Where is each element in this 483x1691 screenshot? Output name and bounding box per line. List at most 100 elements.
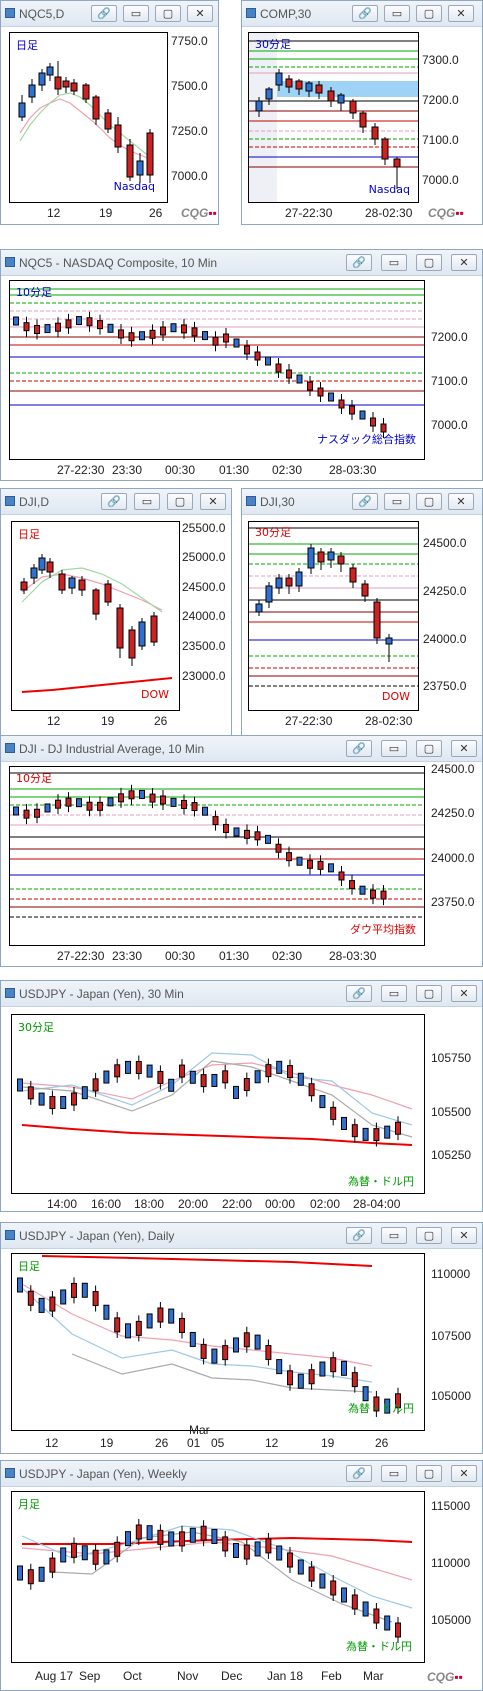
link-button[interactable]: 🔗 — [101, 493, 127, 510]
candle-body — [76, 316, 82, 326]
maximize-button[interactable]: ▢ — [416, 5, 442, 22]
close-button[interactable]: ✕ — [451, 1227, 477, 1244]
link-button[interactable]: 🔗 — [352, 5, 378, 22]
candle-body — [38, 1566, 45, 1582]
x-tick: 14:00 — [47, 1197, 78, 1211]
title-bar[interactable]: USDJPY - Japan (Yen), Daily 🔗 ▭ ▢ ✕ — [1, 1223, 482, 1249]
candle-body — [17, 1565, 23, 1581]
candle-body — [34, 325, 40, 335]
maximize-button[interactable]: ▢ — [416, 254, 442, 271]
candle-body — [233, 1542, 239, 1558]
frame-label: 30分足 — [255, 38, 291, 51]
candle-body — [211, 1348, 218, 1364]
candle-body — [265, 1538, 272, 1554]
chart-area[interactable]: 日足 為替・ドル円 — [11, 1253, 425, 1431]
minimize-button[interactable]: ▭ — [134, 493, 160, 510]
window-title: USDJPY - Japan (Yen), Daily — [19, 1229, 175, 1243]
chart-area[interactable]: 30分足 Nasdaq — [248, 32, 419, 203]
candle-body — [49, 1096, 56, 1110]
maximize-button[interactable]: ▢ — [155, 5, 181, 22]
x-tick: 19 — [321, 1436, 335, 1450]
candlestick-chart — [20, 554, 173, 693]
close-button[interactable]: ✕ — [187, 5, 213, 22]
close-button[interactable]: ✕ — [451, 254, 477, 271]
maximize-button[interactable]: ▢ — [416, 1227, 442, 1244]
close-button[interactable]: ✕ — [448, 493, 474, 510]
candle-body — [191, 327, 198, 337]
y-tick: 24000.0 — [182, 609, 226, 623]
y-tick: 105250 — [431, 1148, 472, 1162]
maximize-button[interactable]: ▢ — [416, 1465, 442, 1482]
link-button[interactable]: 🔗 — [346, 1227, 372, 1244]
x-tick: 12 — [47, 206, 61, 220]
instrument-label: DOW — [381, 690, 410, 703]
title-bar[interactable]: NQC5,D 🔗 ▭ ▢ ✕ — [1, 1, 218, 27]
minimize-button[interactable]: ▭ — [381, 254, 407, 271]
chart-window-icon — [5, 743, 15, 753]
link-button[interactable]: 🔗 — [346, 1465, 372, 1482]
link-button[interactable]: 🔗 — [352, 493, 378, 510]
candle-body — [97, 320, 103, 330]
candle-body — [395, 1393, 401, 1409]
candle-body — [341, 1116, 347, 1130]
maximize-button[interactable]: ▢ — [416, 740, 442, 757]
maximize-button[interactable]: ▢ — [416, 985, 442, 1002]
chart-area[interactable]: 10分足 ダウ平均指数 — [9, 766, 425, 946]
title-bar[interactable]: NQC5 - NASDAQ Composite, 10 Min 🔗 ▭ ▢ ✕ — [1, 250, 482, 276]
minimize-button[interactable]: ▭ — [384, 5, 410, 22]
close-button[interactable]: ✕ — [451, 985, 477, 1002]
candle-body — [81, 1086, 88, 1100]
minimize-button[interactable]: ▭ — [384, 493, 410, 510]
candlestick-chart — [249, 527, 418, 687]
title-bar[interactable]: COMP,30 🔗 ▭ ▢ ✕ — [242, 1, 482, 27]
chart-area[interactable]: 30分足 為替・ドル円 — [11, 1014, 425, 1194]
candle-body — [118, 793, 124, 803]
candle-body — [189, 1331, 196, 1347]
title-bar[interactable]: USDJPY - Japan (Yen), 30 Min 🔗 ▭ ▢ ✕ — [1, 981, 482, 1007]
title-bar[interactable]: DJI,30 🔗 ▭ ▢ ✕ — [242, 489, 482, 515]
x-tick: 28-03:30 — [329, 463, 377, 477]
y-tick: 23750.0 — [431, 895, 475, 909]
chart-area[interactable]: 10分足 ナスダック総合指数 — [9, 280, 425, 460]
frame-label: 30分足 — [18, 1021, 54, 1034]
minimize-button[interactable]: ▭ — [381, 740, 407, 757]
instrument-label: DOW — [140, 688, 169, 701]
title-bar[interactable]: DJI,D 🔗 ▭ ▢ ✕ — [1, 489, 231, 515]
link-button[interactable]: 🔗 — [346, 254, 372, 271]
close-button[interactable]: ✕ — [200, 493, 226, 510]
window-title: DJI,D — [19, 495, 49, 509]
link-button[interactable]: 🔗 — [346, 740, 372, 757]
y-tick: 24250.0 — [423, 584, 467, 598]
window-title: COMP,30 — [260, 7, 312, 21]
window-title: DJI,30 — [260, 495, 295, 509]
chart-area[interactable]: 30分足 DOW — [248, 521, 419, 711]
x-tick: 28-04:00 — [353, 1197, 401, 1211]
candle-body — [65, 319, 72, 329]
candle-body — [128, 790, 135, 800]
x-tick: 01:30 — [219, 949, 250, 963]
chart-area[interactable]: 月足 為替・ドル円 — [11, 1491, 425, 1663]
y-tick: 24000.0 — [423, 632, 467, 646]
candle-body — [243, 1544, 250, 1560]
title-bar[interactable]: USDJPY - Japan (Yen), Weekly 🔗 ▭ ▢ ✕ — [1, 1461, 482, 1487]
close-button[interactable]: ✕ — [448, 5, 474, 22]
maximize-button[interactable]: ▢ — [167, 493, 193, 510]
chart-area[interactable]: 日足 DOW — [11, 521, 180, 711]
close-button[interactable]: ✕ — [451, 740, 477, 757]
maximize-button[interactable]: ▢ — [416, 493, 442, 510]
x-tick: 23:30 — [112, 949, 143, 963]
link-button[interactable]: 🔗 — [346, 985, 372, 1002]
candle-body — [341, 1360, 347, 1376]
minimize-button[interactable]: ▭ — [123, 5, 149, 22]
candle-body — [384, 1125, 391, 1139]
title-bar[interactable]: DJI - DJ Industrial Average, 10 Min 🔗 ▭ … — [1, 736, 482, 762]
link-button[interactable]: 🔗 — [91, 5, 117, 22]
candle-body — [308, 1369, 315, 1385]
candle-body — [373, 1608, 380, 1624]
chart-area[interactable]: 日足 Nasdaq — [9, 32, 168, 203]
x-tick: 19 — [99, 206, 113, 220]
minimize-button[interactable]: ▭ — [381, 1227, 407, 1244]
close-button[interactable]: ✕ — [451, 1465, 477, 1482]
minimize-button[interactable]: ▭ — [381, 985, 407, 1002]
minimize-button[interactable]: ▭ — [381, 1465, 407, 1482]
